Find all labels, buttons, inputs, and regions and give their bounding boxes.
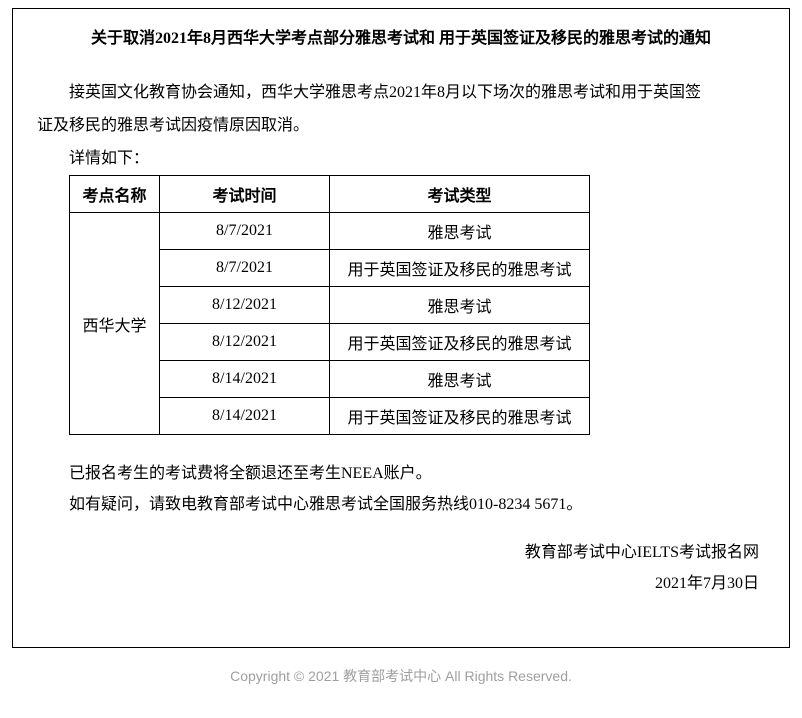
site-cell: 西华大学 xyxy=(70,213,160,435)
detail-label: 详情如下： xyxy=(37,145,765,174)
type-cell: 用于英国签证及移民的雅思考试 xyxy=(330,250,590,287)
time-cell: 8/12/2021 xyxy=(160,287,330,324)
time-cell: 8/14/2021 xyxy=(160,361,330,398)
time-cell: 8/12/2021 xyxy=(160,324,330,361)
refund-note: 已报名考生的考试费将全额退还至考生NEEA账户。 xyxy=(37,459,765,489)
table-header-row: 考点名称 考试时间 考试类型 xyxy=(70,176,590,213)
hotline-note: 如有疑问，请致电教育部考试中心雅思考试全国服务热线010-8234 5671。 xyxy=(37,490,765,520)
signature-date: 2021年7月30日 xyxy=(37,569,759,599)
intro-paragraph-line-2: 证及移民的雅思考试因疫情原因取消。 xyxy=(37,112,765,141)
time-cell: 8/7/2021 xyxy=(160,213,330,250)
schedule-table-wrap: 考点名称 考试时间 考试类型 西华大学 8/7/2021 雅思考试 8/7/20… xyxy=(69,175,765,435)
time-cell: 8/7/2021 xyxy=(160,250,330,287)
header-time: 考试时间 xyxy=(160,176,330,213)
type-cell: 雅思考试 xyxy=(330,287,590,324)
table-row: 西华大学 8/7/2021 雅思考试 xyxy=(70,213,590,250)
type-cell: 雅思考试 xyxy=(330,213,590,250)
type-cell: 用于英国签证及移民的雅思考试 xyxy=(330,324,590,361)
header-site: 考点名称 xyxy=(70,176,160,213)
document-frame: 关于取消2021年8月西华大学考点部分雅思考试和 用于英国签证及移民的雅思考试的… xyxy=(12,8,790,648)
type-cell: 雅思考试 xyxy=(330,361,590,398)
type-cell: 用于英国签证及移民的雅思考试 xyxy=(330,398,590,435)
time-cell: 8/14/2021 xyxy=(160,398,330,435)
copyright-footer: Copyright © 2021 教育部考试中心 All Rights Rese… xyxy=(0,666,802,686)
notice-title: 关于取消2021年8月西华大学考点部分雅思考试和 用于英国签证及移民的雅思考试的… xyxy=(37,27,765,51)
signature-block: 教育部考试中心IELTS考试报名网 2021年7月30日 xyxy=(37,538,765,599)
schedule-table: 考点名称 考试时间 考试类型 西华大学 8/7/2021 雅思考试 8/7/20… xyxy=(69,175,590,435)
header-type: 考试类型 xyxy=(330,176,590,213)
signature-org: 教育部考试中心IELTS考试报名网 xyxy=(37,538,759,568)
intro-paragraph-line-1: 接英国文化教育协会通知，西华大学雅思考点2021年8月以下场次的雅思考试和用于英… xyxy=(37,79,765,108)
